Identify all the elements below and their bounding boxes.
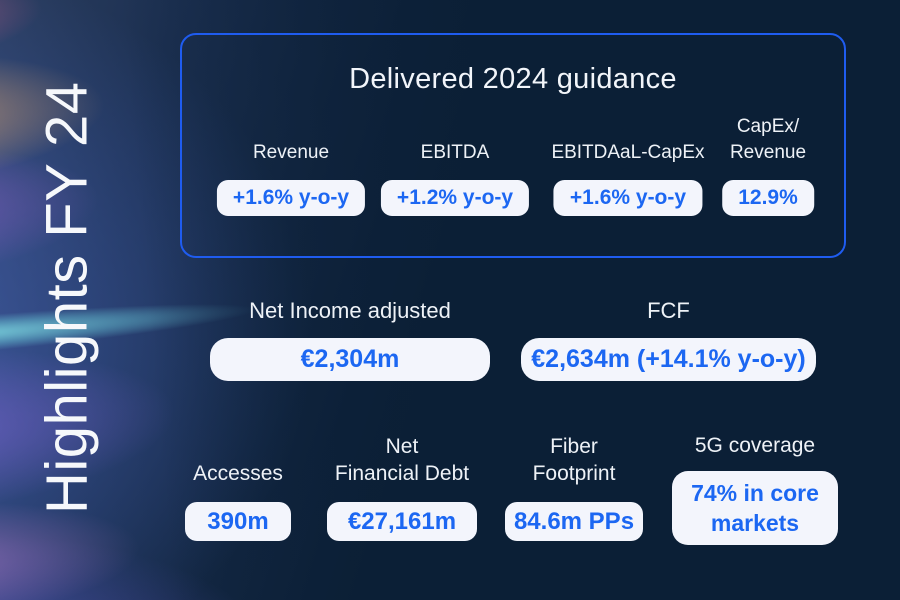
metric-label: CapEx/ Revenue [729, 116, 807, 163]
guidance-metric-ebitdaal-capex: EBITDAaL-CapEx +1.6% y-o-y [551, 140, 705, 216]
metric-value-pill: +1.6% y-o-y [553, 180, 703, 216]
metric-label: EBITDA [420, 142, 490, 163]
metric-value-pill: €27,161m [327, 502, 477, 541]
metric-label: Revenue [252, 142, 330, 163]
metric-net-financial-debt: Net Financial Debt €27,161m [327, 433, 477, 541]
guidance-metric-capex-revenue: CapEx/ Revenue 12.9% [722, 114, 814, 216]
metric-label: 5G coverage [694, 434, 816, 457]
metric-value-pill: €2,634m (+14.1% y-o-y) [521, 338, 816, 381]
guidance-metric-revenue: Revenue +1.6% y-o-y [216, 140, 366, 216]
metric-net-income-adjusted: Net Income adjusted €2,304m [210, 297, 490, 381]
metric-label: Accesses [193, 462, 283, 485]
metric-value-pill: 12.9% [722, 180, 814, 216]
metric-fiber-footprint: Fiber Footprint 84.6m PPs [505, 433, 643, 541]
guidance-metric-ebitda: EBITDA +1.2% y-o-y [380, 140, 530, 216]
metric-fcf: FCF €2,634m (+14.1% y-o-y) [521, 297, 816, 381]
metric-value-pill: +1.6% y-o-y [216, 180, 366, 216]
metric-value-pill: 84.6m PPs [505, 502, 643, 541]
metric-accesses: Accesses 390m [185, 460, 291, 541]
metric-value-pill: 74% in core markets [672, 471, 838, 545]
metric-value-pill: 390m [185, 502, 291, 541]
guidance-box: Delivered 2024 guidance Revenue +1.6% y-… [180, 33, 846, 258]
metric-label: Net Income adjusted [249, 298, 451, 323]
metric-label: Fiber Footprint [532, 435, 616, 485]
metric-label: Net Financial Debt [334, 435, 470, 485]
metric-value-pill: +1.2% y-o-y [380, 180, 530, 216]
metric-label: EBITDAaL-CapEx [551, 142, 705, 163]
guidance-box-title: Delivered 2024 guidance [349, 63, 677, 95]
slide-vertical-title: Highlights FY 24 [34, 81, 100, 515]
metric-value-pill: €2,304m [210, 338, 490, 381]
metric-5g-coverage: 5G coverage 74% in core markets [672, 432, 838, 545]
metric-label: FCF [647, 298, 690, 323]
